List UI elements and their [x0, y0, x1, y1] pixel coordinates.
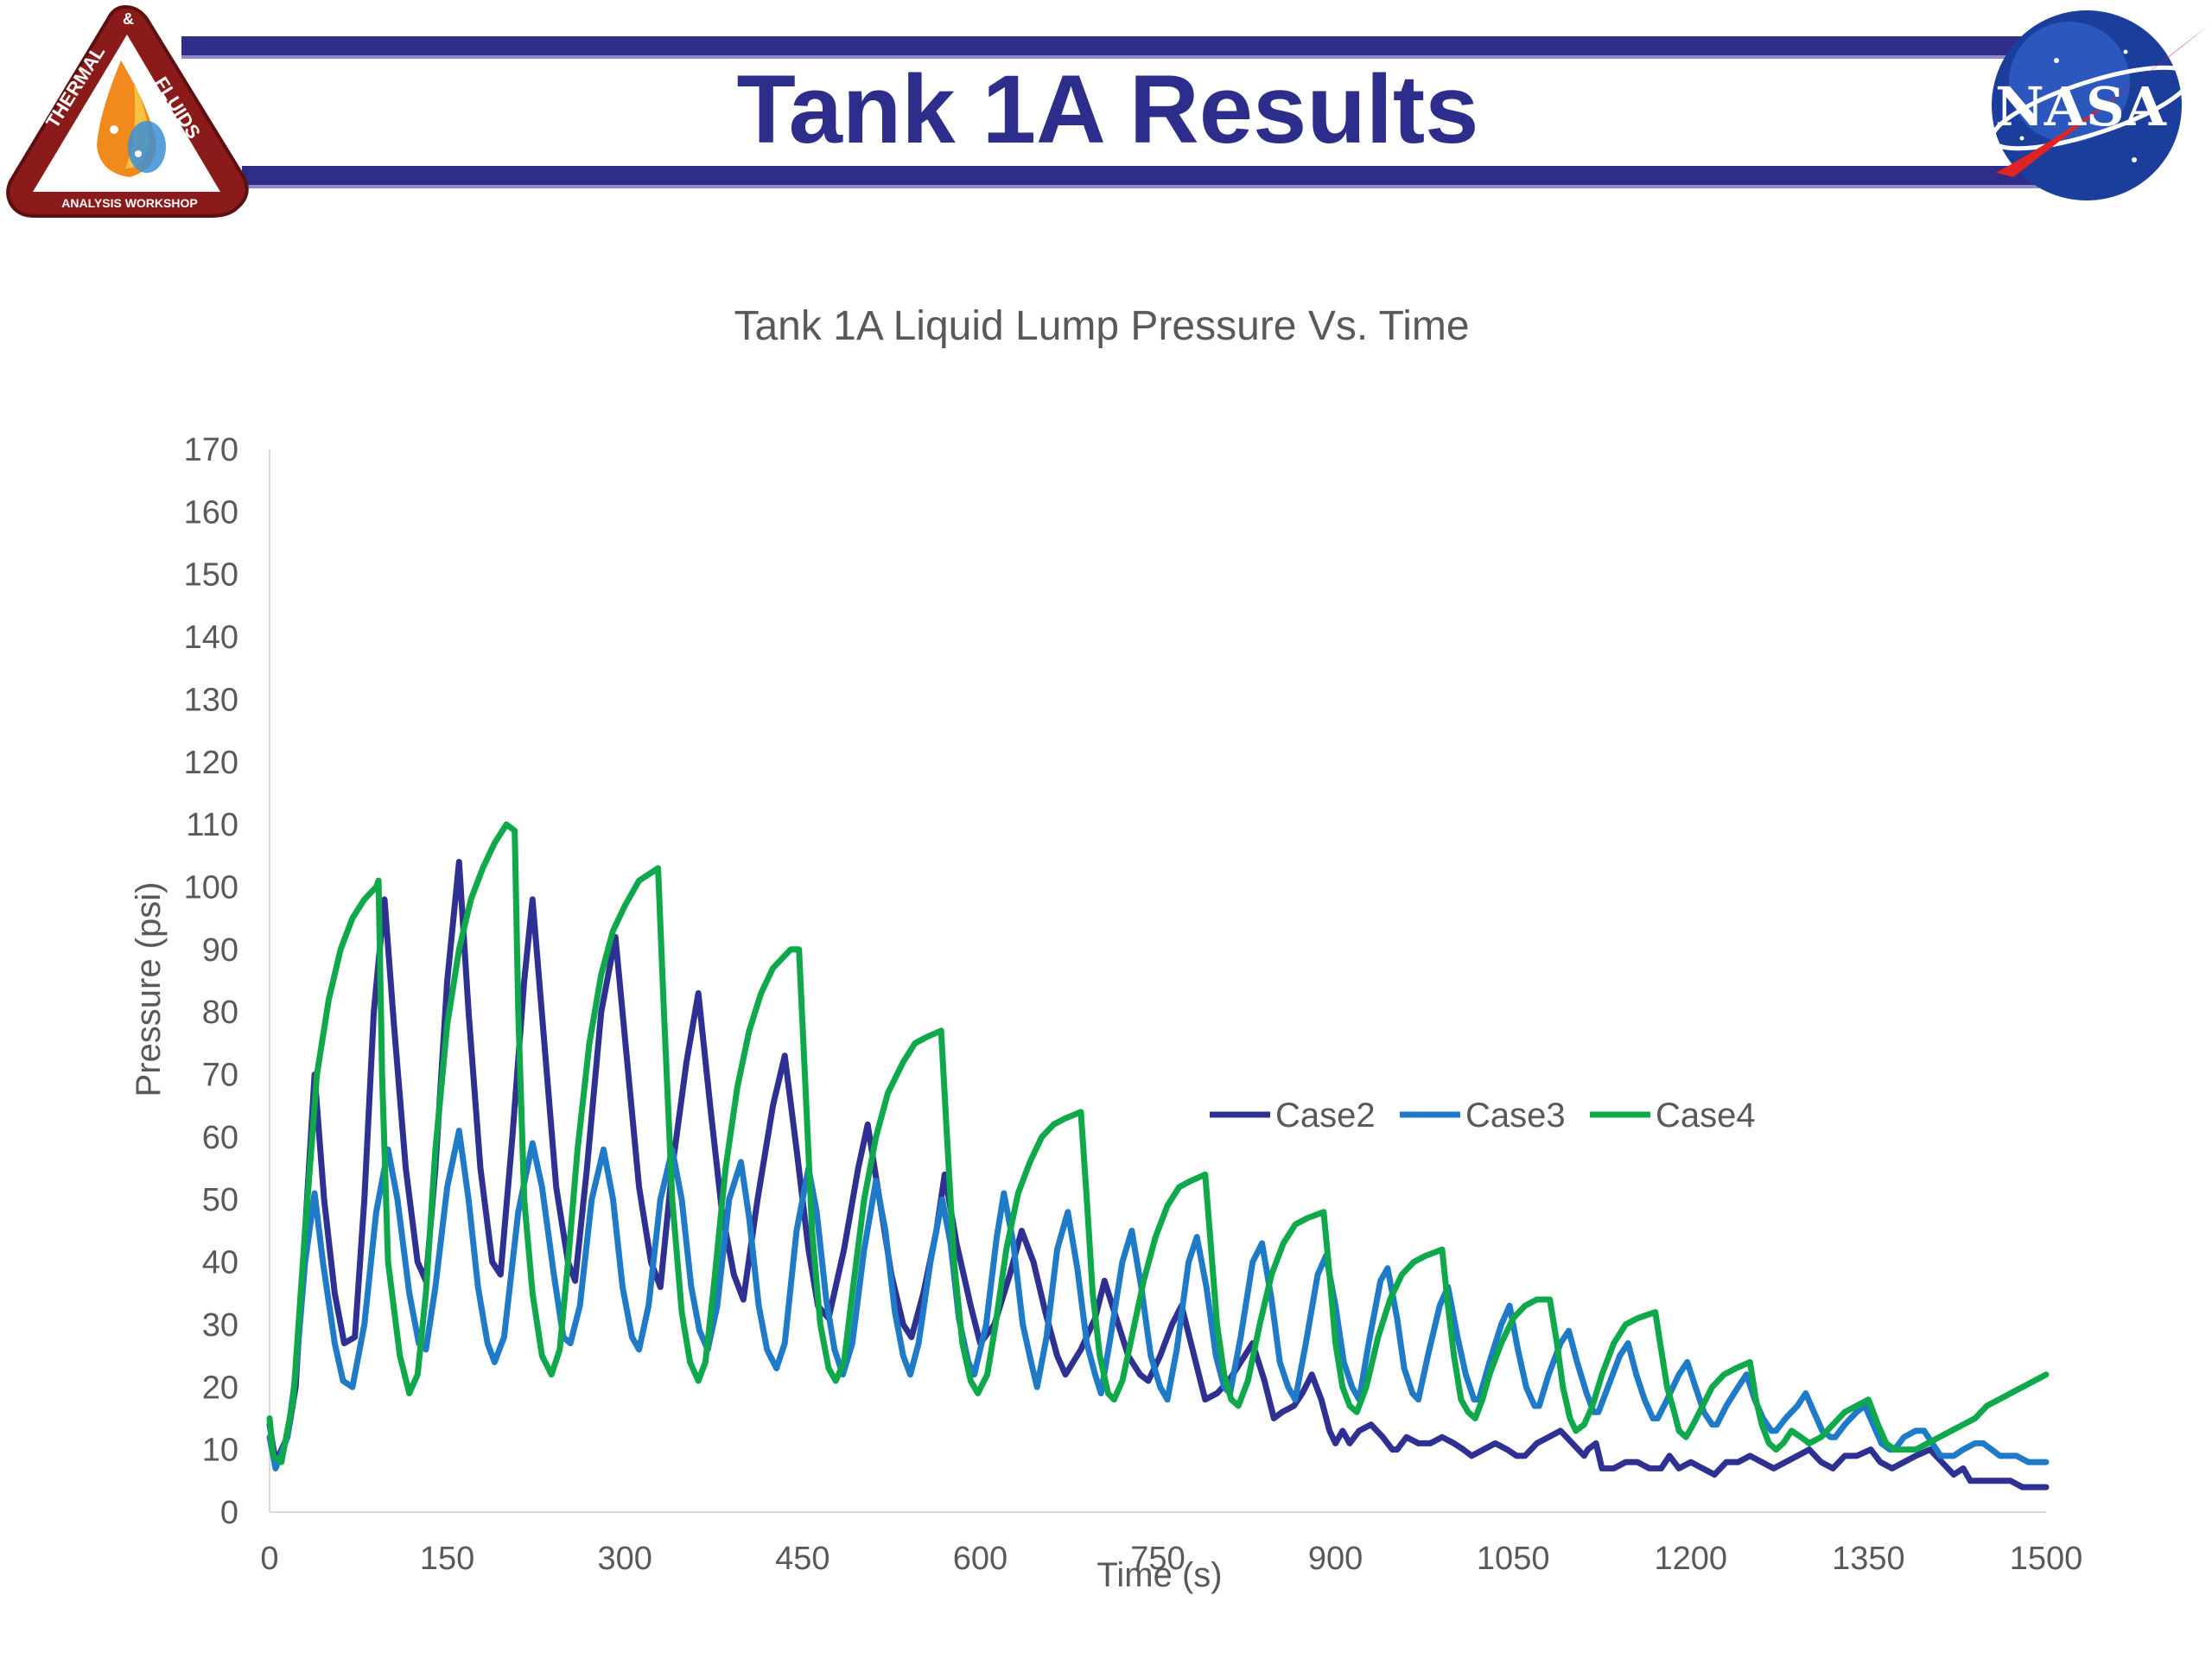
x-tick-label: 0 [260, 1541, 278, 1577]
series-lines [266, 821, 2050, 1491]
x-tick-label: 1200 [1655, 1541, 1728, 1577]
y-tick-label: 40 [202, 1245, 238, 1281]
x-tick-label: 450 [775, 1541, 830, 1577]
legend-label-case3: Case3 [1465, 1096, 1566, 1135]
y-tick-label: 80 [202, 995, 238, 1031]
y-tick-label: 20 [202, 1370, 238, 1406]
y-tick-label: 140 [184, 620, 238, 656]
legend: Case2 Case3 Case4 [1210, 1096, 1756, 1135]
slide-title: Tank 1A Results [737, 55, 1479, 163]
y-tick-label: 100 [184, 869, 238, 906]
x-tick-label: 600 [953, 1541, 1007, 1577]
x-tick-label: 150 [420, 1541, 474, 1577]
legend-label-case4: Case4 [1656, 1096, 1756, 1135]
y-tick-label: 70 [202, 1058, 238, 1094]
logo-text-ampersand: & [123, 10, 134, 28]
y-tick-label: 160 [184, 494, 238, 531]
y-tick-label: 150 [184, 557, 238, 594]
x-axis-ticks: 0 150 300 450 600 750 900 1050 1200 1350 1500 [260, 1541, 2082, 1577]
y-axis-ticks: 0 10 20 30 40 50 60 70 80 90 100 110 120 130 140 150 160… [184, 432, 238, 1531]
y-tick-label: 120 [184, 745, 238, 781]
nasa-logo-text: NASA [1995, 75, 2167, 138]
legend-label-case2: Case2 [1275, 1096, 1376, 1135]
y-tick-label: 0 [220, 1495, 238, 1531]
thermal-fluids-analysis-workshop-logo: THERMAL & FLUIDS ANALYSIS WORKSHOP [6, 4, 249, 218]
x-tick-label: 1500 [2010, 1541, 2083, 1577]
y-tick-label: 30 [202, 1307, 238, 1344]
x-tick-label: 1350 [1832, 1541, 1905, 1577]
y-tick-label: 130 [184, 682, 238, 718]
series-line-case2 [266, 859, 2050, 1491]
y-tick-label: 90 [202, 932, 238, 969]
chart: Tank 1A Liquid Lump Pressure Vs. Time 0 1… [130, 303, 2082, 1594]
y-tick-label: 110 [186, 807, 238, 843]
y-tick-label: 170 [184, 432, 238, 468]
x-tick-label: 1050 [1477, 1541, 1550, 1577]
header-bands [181, 36, 2039, 188]
header-band-bottom [242, 166, 2039, 185]
x-tick-label: 750 [1130, 1541, 1185, 1577]
header-band-top [181, 36, 2039, 55]
y-tick-label: 50 [202, 1182, 238, 1218]
series-line-case4 [266, 821, 2050, 1465]
x-axis-label: Time (s) [1096, 1556, 1222, 1594]
chart-title: Tank 1A Liquid Lump Pressure Vs. Time [734, 303, 1469, 349]
x-tick-label: 300 [597, 1541, 652, 1577]
x-tick-label: 900 [1308, 1541, 1363, 1577]
y-tick-label: 10 [202, 1433, 238, 1469]
logo-text-analysis-workshop: ANALYSIS WORKSHOP [61, 196, 197, 210]
header-band-top-shadow [181, 55, 2039, 59]
header-band-bottom-shadow [242, 185, 2039, 188]
y-axis-label: Pressure (psi) [130, 882, 168, 1097]
nasa-meatball-logo: NASA [1989, 10, 2208, 200]
y-tick-label: 60 [202, 1120, 238, 1156]
